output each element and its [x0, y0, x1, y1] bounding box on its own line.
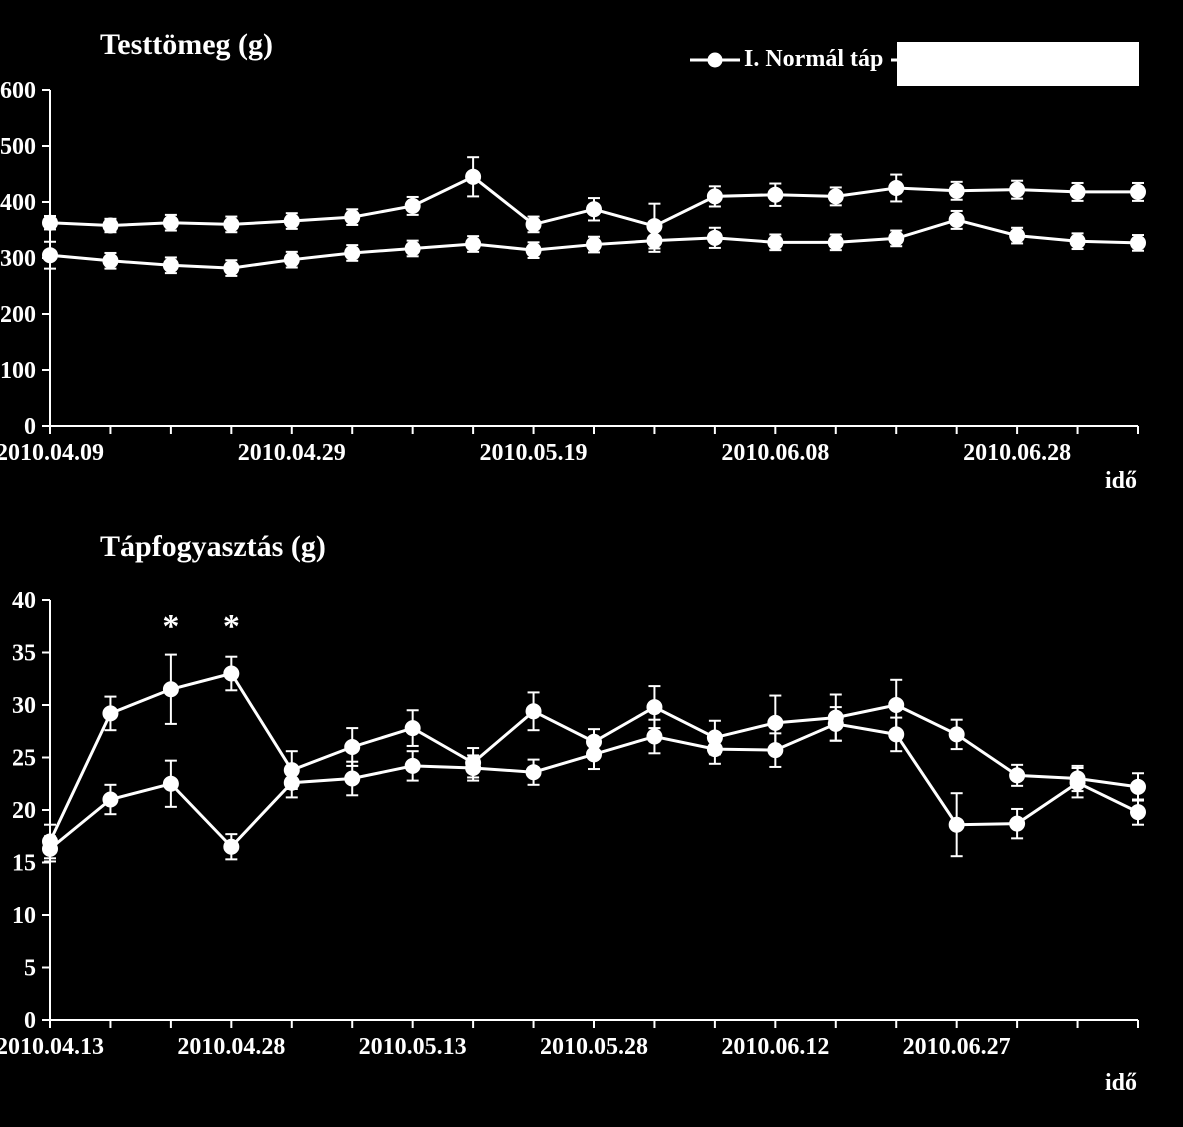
- svg-text:30: 30: [12, 693, 36, 719]
- chart2-xlabel: idő: [1105, 1070, 1137, 1097]
- page: Testtömeg (g) I. Normál táp 010020030040…: [0, 0, 1183, 1127]
- svg-text:2010.05.13: 2010.05.13: [359, 1034, 467, 1060]
- chart2-plot: 0 5 10 15 20 25 30 35 40 2010.04.13 2010.04.28 2010…: [0, 0, 1183, 1127]
- svg-text:10: 10: [12, 903, 36, 929]
- svg-text:20: 20: [12, 798, 36, 824]
- svg-text:35: 35: [12, 641, 36, 667]
- svg-text:*: *: [223, 608, 240, 645]
- svg-text:*: *: [162, 608, 179, 645]
- svg-text:2010.04.13: 2010.04.13: [0, 1034, 104, 1060]
- svg-text:2010.04.28: 2010.04.28: [177, 1034, 285, 1060]
- svg-text:40: 40: [12, 588, 36, 614]
- svg-text:25: 25: [12, 746, 36, 772]
- svg-text:2010.06.12: 2010.06.12: [721, 1034, 829, 1060]
- svg-text:5: 5: [24, 956, 36, 982]
- svg-text:2010.05.28: 2010.05.28: [540, 1034, 648, 1060]
- svg-text:15: 15: [12, 851, 36, 877]
- svg-text:0: 0: [24, 1008, 36, 1034]
- svg-text:2010.06.27: 2010.06.27: [903, 1034, 1011, 1060]
